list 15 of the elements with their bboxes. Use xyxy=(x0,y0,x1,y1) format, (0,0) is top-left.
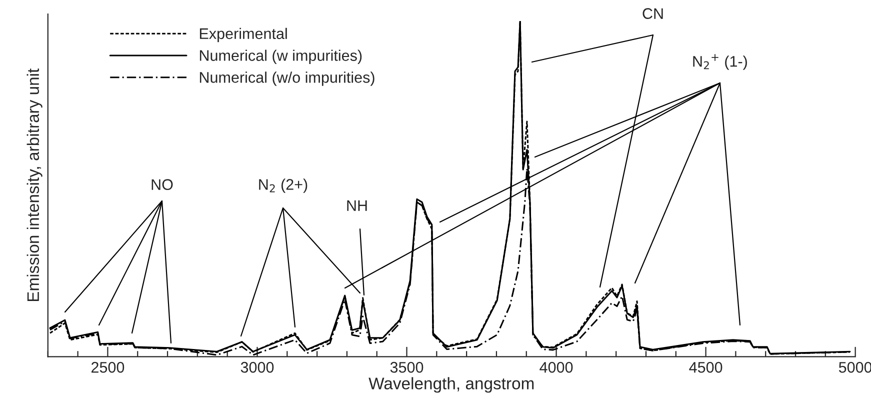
annotation: NH xyxy=(347,200,367,211)
x-tick-label: 4500 xyxy=(689,362,722,373)
annotation: N$_{2}$$^{+}$ (1-) xyxy=(693,54,747,70)
annotation: NO xyxy=(152,179,173,190)
y-axis-title: Emission intensity, arbitrary unit xyxy=(26,68,42,302)
x-tick-label: 3000 xyxy=(240,362,274,373)
legend-label: Numerical (w/o impurities) xyxy=(200,72,374,86)
legend-label: Numerical (w impurities) xyxy=(200,50,362,64)
text: CN xyxy=(642,8,663,19)
x-tick-label: 3500 xyxy=(390,362,424,373)
x-tick-label: 4000 xyxy=(540,362,573,373)
x-tick-label: 2500 xyxy=(91,362,124,373)
x-axis-title: Wavelength, angstrom xyxy=(368,377,534,393)
legend-label: Experimental xyxy=(200,28,287,42)
annotation: N$_{2}$ (2+) xyxy=(259,178,308,193)
